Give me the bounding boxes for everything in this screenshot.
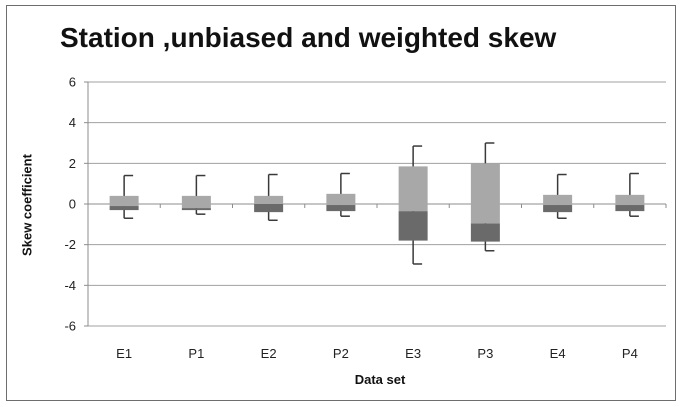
x-tick-label: P1 [188, 346, 204, 361]
y-tick-label: 2 [69, 156, 76, 171]
box-p4 [615, 172, 645, 217]
box-lower [254, 204, 284, 213]
chart-title: Station ,unbiased and weighted skew [60, 22, 557, 53]
box-lower [181, 208, 211, 211]
box-upper [109, 195, 139, 207]
box-e1 [109, 174, 139, 219]
box-lower [109, 206, 139, 211]
x-tick-label: P2 [333, 346, 349, 361]
box-upper [326, 193, 356, 206]
box-e2 [254, 173, 284, 222]
x-axis-label: Data set [354, 372, 406, 387]
x-tick-label: E2 [261, 346, 277, 361]
box-lower [543, 205, 573, 213]
x-tick-label: P4 [622, 346, 638, 361]
y-tick-label: 0 [69, 197, 76, 212]
box-lower [398, 211, 428, 241]
box-e4 [543, 173, 573, 219]
box-e3 [398, 145, 428, 265]
box-upper [470, 163, 500, 224]
x-tick-label: E3 [405, 346, 421, 361]
x-tick-label: E4 [550, 346, 566, 361]
y-tick-label: 4 [69, 115, 76, 130]
box-upper [543, 194, 573, 206]
x-tick-label: P3 [477, 346, 493, 361]
y-tick-label: 6 [69, 75, 76, 90]
box-upper [398, 166, 428, 212]
box-p3 [470, 142, 500, 252]
x-tick-label: E1 [116, 346, 132, 361]
box-lower [615, 205, 645, 212]
y-tick-label: -6 [64, 319, 76, 334]
box-upper [181, 195, 211, 209]
y-tick-label: -4 [64, 278, 76, 293]
box-upper [615, 194, 645, 206]
box-upper [254, 195, 284, 204]
box-lower [470, 223, 500, 242]
box-p2 [326, 172, 356, 217]
box-lower [326, 205, 356, 212]
box-p1 [181, 174, 211, 215]
y-tick-label: -2 [64, 237, 76, 252]
